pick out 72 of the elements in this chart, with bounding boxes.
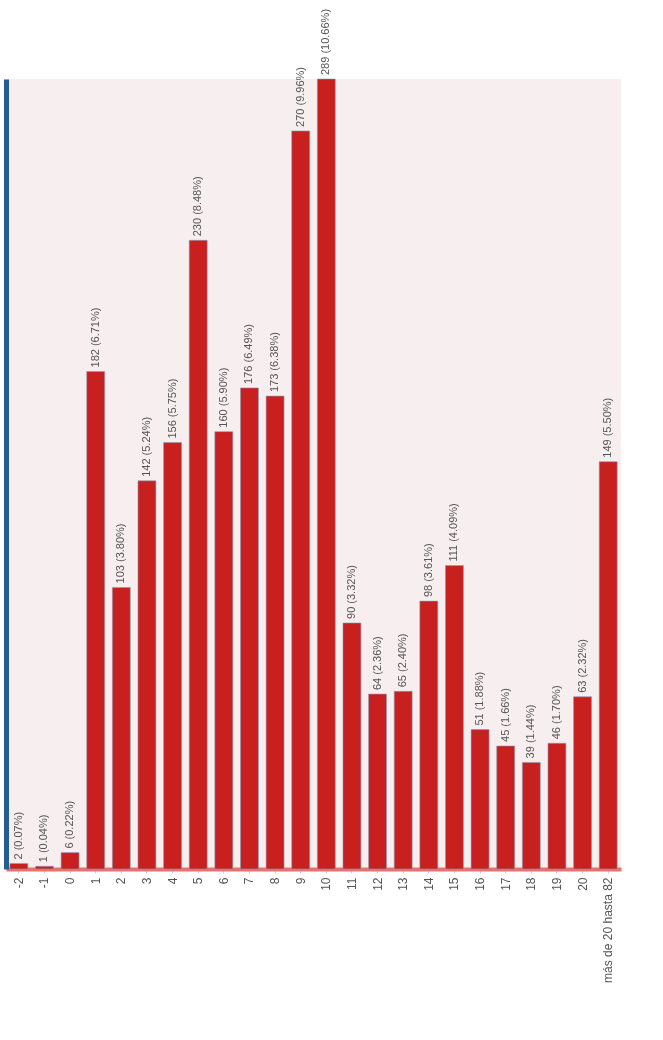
bar <box>86 371 105 870</box>
bar <box>547 742 567 870</box>
x-tick-label: 14 <box>421 877 436 891</box>
bar <box>137 480 157 870</box>
x-tick-label: 15 <box>447 877 462 891</box>
data-label: 111 (4.09%) <box>447 503 460 562</box>
bar <box>9 863 29 870</box>
bar <box>342 622 362 870</box>
bar <box>214 431 234 870</box>
x-tick-label: 11 <box>344 877 359 890</box>
x-tick-label: 2 <box>114 877 129 885</box>
data-label: 270 (9.96%) <box>293 67 306 127</box>
data-label: 46 (1.70%) <box>549 685 562 740</box>
bar <box>445 565 464 870</box>
x-tick-label: 3 <box>139 877 154 885</box>
bar <box>240 387 259 870</box>
data-label: 149 (5.50%) <box>601 397 614 458</box>
data-label: 182 (6.71%) <box>88 307 101 368</box>
data-label: 98 (3.61%) <box>421 543 434 598</box>
data-label: 51 (1.88%) <box>473 671 486 726</box>
bar <box>598 461 618 870</box>
data-label: 173 (6.38%) <box>268 332 281 393</box>
bar <box>265 395 285 870</box>
x-tick-label: 17 <box>498 877 513 891</box>
bar <box>163 442 182 870</box>
bar <box>470 729 490 870</box>
x-tick-label: 0 <box>63 877 78 885</box>
data-label: 2 (0.07%) <box>11 811 24 860</box>
data-label: 45 (1.66%) <box>498 688 511 742</box>
data-label: 1 (0.04%) <box>37 814 50 863</box>
data-label: 39 (1.44%) <box>524 704 537 759</box>
data-label: 65 (2.40%) <box>396 633 409 688</box>
x-tick-label: 10 <box>319 877 334 891</box>
x-tick-label: más de 20 hasta 82 <box>601 877 616 983</box>
data-label: 103 (3.80%) <box>114 523 127 584</box>
data-label: 63 (2.32%) <box>575 638 588 693</box>
x-tick-label: 8 <box>268 877 283 885</box>
bar <box>317 78 336 870</box>
bar <box>419 600 439 870</box>
bar <box>35 865 54 870</box>
bar <box>368 693 387 870</box>
data-label: 64 (2.36%) <box>370 636 383 691</box>
x-tick-label: 4 <box>165 877 180 885</box>
bar <box>60 852 80 870</box>
data-label: 142 (5.24%) <box>139 416 152 477</box>
x-tick-label: 7 <box>242 877 257 885</box>
bar <box>496 745 515 870</box>
x-tick-label: -2 <box>11 877 26 889</box>
data-label: 230 (8.48%) <box>191 176 204 237</box>
x-tick-label: 20 <box>575 877 590 891</box>
x-tick-label: 9 <box>293 877 308 885</box>
x-tick-label: 12 <box>370 877 385 891</box>
data-label: 176 (6.49%) <box>242 323 255 384</box>
x-tick-label: 5 <box>191 877 206 885</box>
bar <box>291 130 310 870</box>
data-label: 289 (10.66%) <box>319 8 332 75</box>
x-tick-label: 16 <box>473 877 488 891</box>
bar <box>522 762 541 870</box>
x-tick-label: 6 <box>216 877 231 885</box>
x-tick-label: -1 <box>37 877 52 889</box>
bar <box>188 239 208 870</box>
bar <box>393 691 413 870</box>
data-label: 90 (3.32%) <box>344 565 357 619</box>
data-label: 6 (0.22%) <box>63 800 76 849</box>
bar <box>112 587 131 870</box>
x-tick-label: 13 <box>396 877 411 891</box>
data-label: 160 (5.90%) <box>216 367 229 428</box>
bar <box>573 696 592 870</box>
x-tick-label: 18 <box>524 877 539 891</box>
data-label: 156 (5.75%) <box>165 378 178 439</box>
x-tick-label: 1 <box>88 877 103 885</box>
x-tick-label: 19 <box>549 877 564 891</box>
